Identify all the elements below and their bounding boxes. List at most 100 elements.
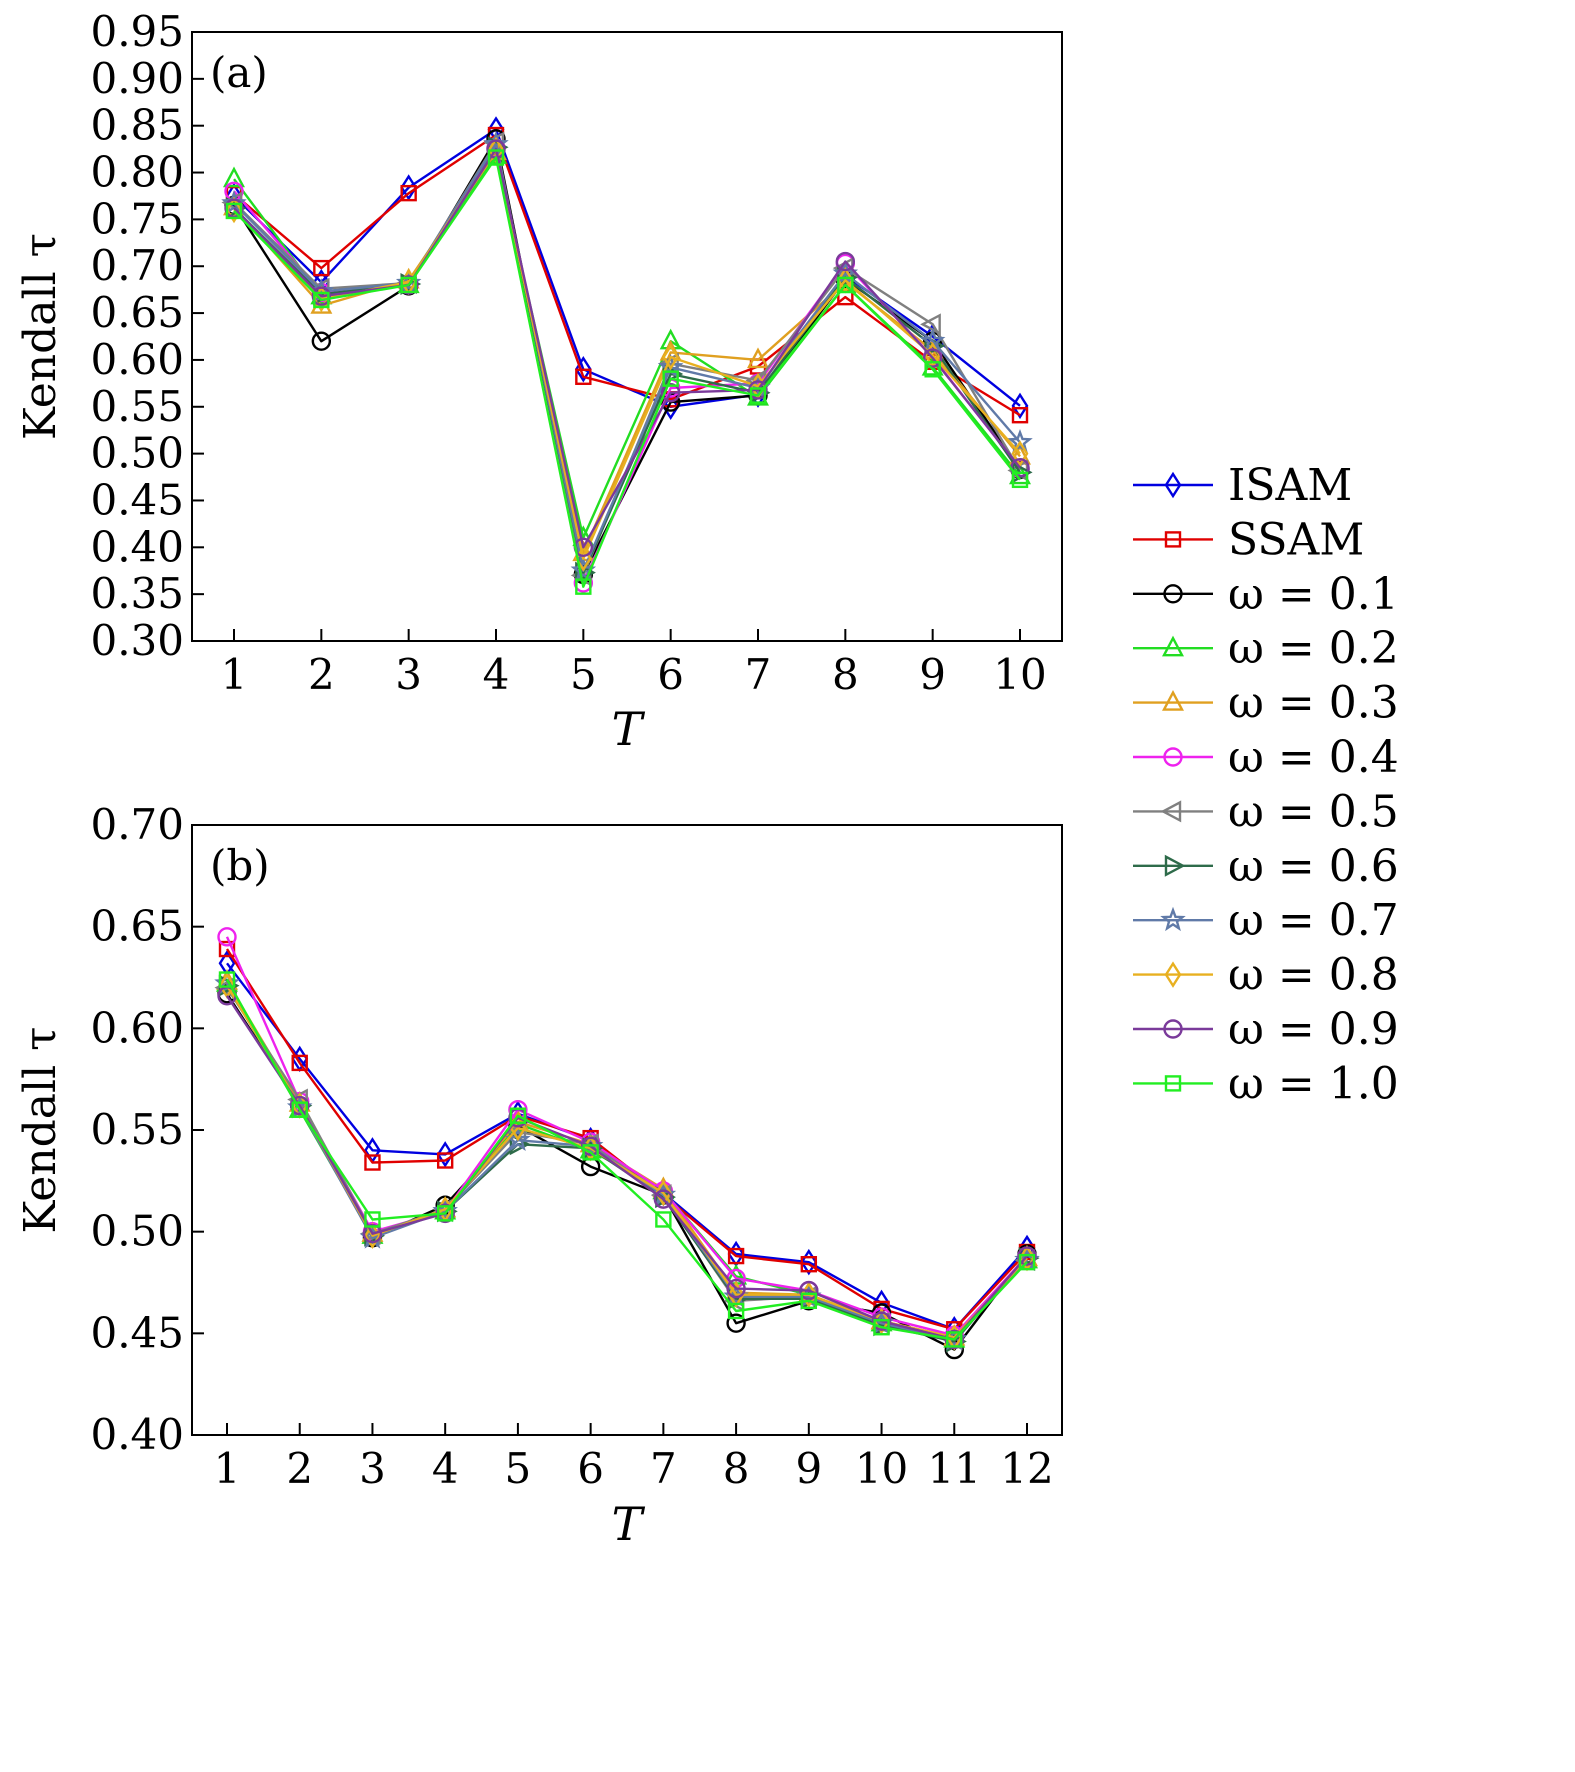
x-axis-title: T: [612, 1497, 646, 1551]
series-line: [225, 980, 1028, 1339]
data-point: [1011, 440, 1029, 467]
series--1-0: [218, 971, 1036, 1348]
series-isam: [218, 950, 1036, 1343]
series--0-8: [218, 972, 1036, 1351]
y-tick-label: 0.45: [90, 475, 184, 524]
series-line: [233, 150, 1021, 555]
y-tick-label: 0.85: [90, 101, 184, 150]
data-point: [727, 1302, 745, 1320]
data-point: [1018, 1253, 1036, 1271]
legend-item: ω = 0.3: [1133, 678, 1399, 729]
data-point: [799, 1280, 819, 1301]
series--1-0: [225, 149, 1029, 595]
data-point: [662, 370, 679, 387]
series-line: [233, 156, 1021, 588]
y-axis-title: Kendall τ: [15, 1027, 66, 1234]
x-tick-label: 9: [795, 1444, 822, 1493]
y-tick-label: 0.90: [90, 54, 184, 103]
data-point: [871, 1311, 892, 1331]
legend-label: ω = 0.7: [1228, 895, 1399, 946]
y-tick-label: 0.70: [90, 800, 184, 849]
series-line: [225, 983, 1028, 1341]
series--0-6: [218, 974, 1040, 1353]
series-line: [225, 995, 1028, 1341]
series-line: [226, 962, 1028, 1331]
legend-marker: [1164, 1075, 1182, 1092]
series--0-7: [221, 131, 1033, 582]
legend-label: ω = 0.6: [1228, 841, 1399, 892]
y-tick-label: 0.80: [90, 148, 184, 197]
legend-item: ω = 0.7: [1133, 895, 1399, 946]
x-tick-label: 10: [855, 1444, 908, 1493]
x-tick-label: 2: [308, 650, 335, 699]
legend-item: SSAM: [1133, 514, 1364, 565]
legend-marker: [1164, 961, 1182, 988]
data-point: [1017, 1246, 1037, 1266]
legend-label: ω = 0.9: [1228, 1004, 1399, 1055]
series--0-5: [214, 976, 1036, 1351]
x-tick-label: 3: [395, 650, 422, 699]
data-point: [218, 971, 236, 988]
data-point: [225, 202, 243, 220]
y-tick-label: 0.55: [90, 1105, 184, 1154]
x-tick-label: 12: [1000, 1444, 1053, 1493]
legend-item: ISAM: [1133, 460, 1352, 511]
legend-item: ω = 0.2: [1133, 623, 1399, 674]
data-point: [291, 1054, 308, 1072]
legend-label: ω = 1.0: [1228, 1058, 1399, 1109]
panel-b: 0.400.450.500.550.600.650.701 2 3 4 5 6 7 8 9 10 1…: [15, 800, 1063, 1551]
y-tick-label: 0.70: [90, 241, 184, 290]
data-point: [660, 383, 681, 403]
x-tick-label: 6: [657, 650, 684, 699]
x-tick-label: 1: [214, 1444, 241, 1493]
x-tick-label: 5: [570, 650, 597, 699]
legend-marker: [1164, 854, 1186, 877]
legend-label: SSAM: [1228, 514, 1364, 565]
y-tick-label: 0.45: [90, 1308, 184, 1357]
series-line: [233, 133, 1021, 417]
data-point: [313, 291, 330, 309]
data-point: [400, 184, 417, 202]
data-point: [873, 1307, 890, 1335]
y-tick-label: 0.65: [90, 902, 184, 951]
series-line: [232, 137, 1021, 576]
data-point: [727, 1247, 745, 1265]
data-point: [398, 275, 419, 295]
data-point: [436, 1141, 454, 1168]
data-point: [924, 361, 941, 378]
plot-frame: [191, 31, 1063, 642]
data-point: [582, 1144, 599, 1161]
series-line: [225, 936, 1028, 1337]
data-point: [748, 380, 768, 400]
series--0-8: [225, 136, 1029, 572]
series-line: [225, 984, 1028, 1339]
legend-marker: [1163, 1019, 1183, 1039]
y-tick-label: 0.60: [90, 335, 184, 384]
data-point: [313, 259, 330, 277]
data-point: [362, 1223, 383, 1244]
data-point: [311, 331, 332, 351]
data-point: [835, 251, 856, 272]
series-line: [233, 145, 1021, 574]
y-tick-label: 0.30: [90, 616, 184, 665]
legend-item: ω = 0.1: [1133, 569, 1399, 620]
y-tick-label: 0.95: [90, 7, 184, 56]
legend-label: ω = 0.1: [1228, 569, 1399, 620]
data-point: [946, 1331, 963, 1348]
data-point: [800, 1255, 818, 1273]
data-point: [747, 347, 769, 369]
data-point: [654, 1179, 672, 1207]
x-tick-label: 11: [928, 1444, 981, 1493]
legend-label: ω = 0.8: [1228, 950, 1399, 1001]
series--0-1: [224, 129, 1030, 585]
series--0-4: [217, 927, 1037, 1346]
data-point: [575, 578, 592, 595]
data-point: [653, 1189, 674, 1209]
series--0-5: [221, 131, 1029, 587]
series--0-6: [225, 136, 1033, 584]
x-tick-label: 7: [745, 650, 772, 699]
x-tick-label: 9: [919, 650, 946, 699]
x-axis-title: T: [612, 702, 646, 756]
panel-label: (b): [210, 841, 270, 890]
